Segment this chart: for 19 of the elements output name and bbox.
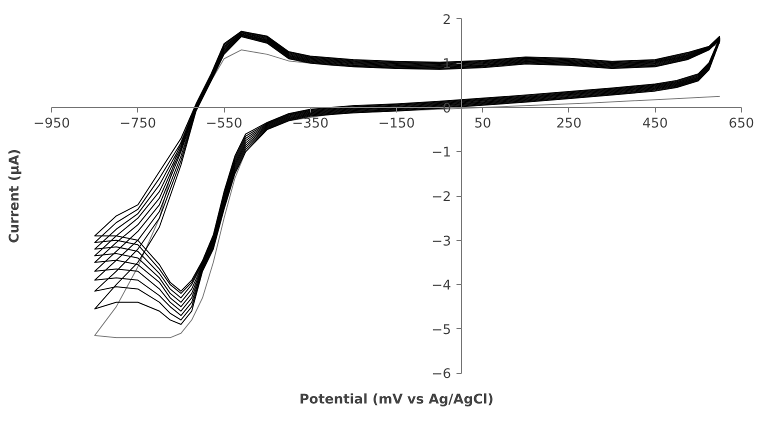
y-tick-label: −5	[432, 322, 452, 338]
x-tick-label: 650	[728, 116, 754, 132]
y-tick-label: 1	[442, 57, 452, 72]
y-tick-label: 2	[442, 12, 452, 28]
x-axis-title: Potential (mV vs Ag/AgCl)	[299, 392, 494, 408]
x-tick-label: −350	[292, 116, 329, 132]
x-tick-label: −750	[120, 116, 156, 132]
x-tick-label: 450	[642, 116, 668, 132]
y-tick-label: −1	[432, 146, 452, 161]
y-tick-label: −6	[432, 367, 452, 382]
y-tick-label: −3	[432, 234, 452, 250]
x-tick-label: −950	[33, 116, 70, 132]
x-tick-label: −550	[206, 116, 242, 132]
y-tick-label: −4	[432, 278, 452, 294]
x-tick-label: −150	[378, 116, 415, 132]
x-tick-label: 250	[556, 116, 582, 132]
y-axis-title: Current (μA)	[8, 148, 22, 244]
x-tick-label: 50	[474, 116, 492, 132]
y-tick-label: −2	[432, 190, 452, 205]
